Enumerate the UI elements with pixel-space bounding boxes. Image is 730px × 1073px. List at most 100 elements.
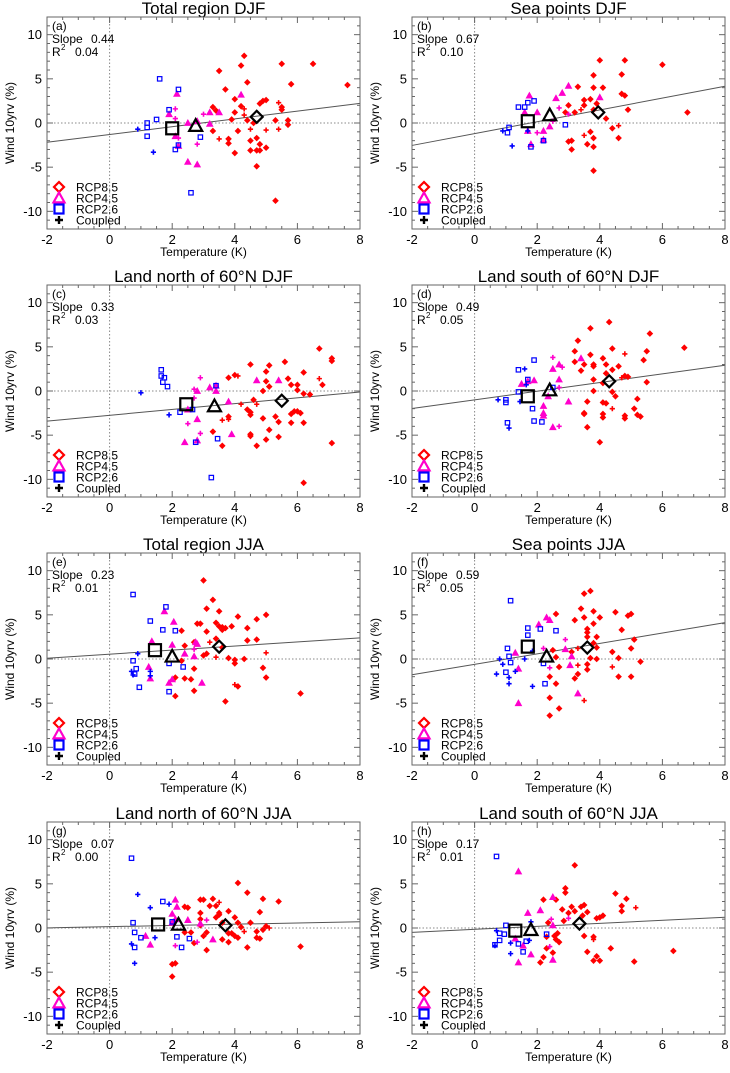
data-point: [297, 690, 304, 697]
data-point: [545, 616, 554, 624]
data-point: [253, 134, 261, 142]
data-point: [549, 955, 557, 963]
y-tick-label: 10: [393, 832, 407, 847]
data-point: [534, 130, 540, 136]
data-point: [259, 387, 267, 395]
data-point: [506, 425, 512, 431]
data-point: [164, 383, 171, 390]
legend-label: Coupled: [441, 750, 486, 764]
slope-value: 0.07: [91, 837, 115, 851]
data-point: [234, 613, 242, 620]
data-point: [565, 915, 572, 921]
data-point: [262, 144, 270, 152]
data-point: [684, 109, 691, 116]
data-point: [262, 436, 270, 443]
series-coupled: [500, 105, 622, 149]
data-point: [209, 935, 217, 943]
series-rcp85: [571, 318, 688, 446]
r2-value: 0.10: [440, 45, 464, 59]
data-point: [262, 674, 270, 681]
data-point: [172, 146, 179, 153]
data-point: [515, 389, 522, 395]
r2-superscript: 2: [426, 848, 431, 857]
data-point: [525, 128, 531, 134]
data-point: [565, 138, 572, 145]
data-point: [548, 916, 554, 922]
data-point: [240, 655, 248, 663]
legend-item: RCP4.5: [416, 995, 483, 1011]
mean-marker-rcp45: [206, 397, 223, 413]
x-tick-label: 0: [471, 768, 478, 783]
y-tick-label: -5: [395, 965, 407, 980]
data-point: [571, 358, 579, 366]
x-tick-label: 6: [294, 500, 301, 515]
data-point: [577, 354, 585, 362]
data-point: [276, 126, 282, 132]
data-point: [184, 916, 192, 923]
r2-value: 0.01: [75, 581, 99, 595]
r2-value: 0.01: [440, 850, 464, 864]
x-tick-label: 8: [356, 1037, 363, 1052]
series-rcp85: [537, 861, 677, 966]
data-point: [506, 124, 512, 131]
data-point: [228, 623, 235, 630]
data-point: [580, 901, 588, 909]
data-point: [587, 654, 594, 662]
mean-marker-rcp26: [147, 643, 163, 658]
data-point: [150, 149, 157, 155]
data-point: [599, 355, 607, 362]
data-point: [540, 953, 547, 961]
data-point: [646, 330, 654, 337]
data-point: [203, 929, 210, 936]
data-point: [171, 895, 180, 903]
mean-marker-rcp45: [163, 647, 181, 663]
legend-triangle-icon: [51, 726, 67, 740]
data-point: [571, 347, 579, 355]
legend-label: RCP8.5: [76, 449, 118, 463]
panel-letter: (b): [417, 19, 432, 33]
legend-item: Coupled: [55, 750, 121, 764]
legend-label: RCP4.5: [441, 192, 483, 206]
data-point: [212, 914, 220, 921]
data-point: [200, 577, 207, 584]
data-point: [596, 56, 604, 64]
data-point: [231, 914, 239, 921]
data-point: [507, 951, 514, 957]
legend-item: RCP2.6: [53, 1008, 118, 1022]
data-point: [580, 614, 588, 621]
scenario-means: [179, 393, 290, 413]
data-point: [609, 648, 616, 656]
y-axis-label: Wind 10yrv (%): [368, 618, 382, 700]
y-axis-label: Wind 10yrv (%): [3, 618, 17, 700]
data-point: [225, 140, 232, 147]
data-point: [587, 128, 594, 136]
data-point: [160, 898, 166, 905]
data-point: [565, 111, 572, 117]
data-point: [580, 96, 588, 104]
x-tick-label: 6: [659, 500, 666, 515]
legend-label: Coupled: [76, 214, 121, 228]
data-point: [187, 676, 195, 683]
data-point: [168, 909, 177, 917]
data-point: [549, 364, 557, 372]
r2-superscript: 2: [61, 848, 66, 857]
x-tick-label: 4: [231, 768, 238, 783]
data-point: [178, 944, 185, 951]
data-point: [503, 669, 509, 676]
y-tick-label: 10: [393, 27, 407, 42]
data-point: [225, 416, 232, 422]
data-point: [637, 413, 644, 420]
data-point: [204, 917, 210, 923]
data-point: [130, 657, 136, 664]
data-point: [254, 401, 260, 407]
data-point: [496, 937, 503, 944]
data-point: [619, 375, 625, 381]
data-point: [599, 912, 607, 919]
data-point: [166, 688, 172, 695]
data-point: [200, 932, 207, 940]
data-point: [590, 143, 597, 151]
legend-label: RCP2.6: [441, 203, 483, 217]
